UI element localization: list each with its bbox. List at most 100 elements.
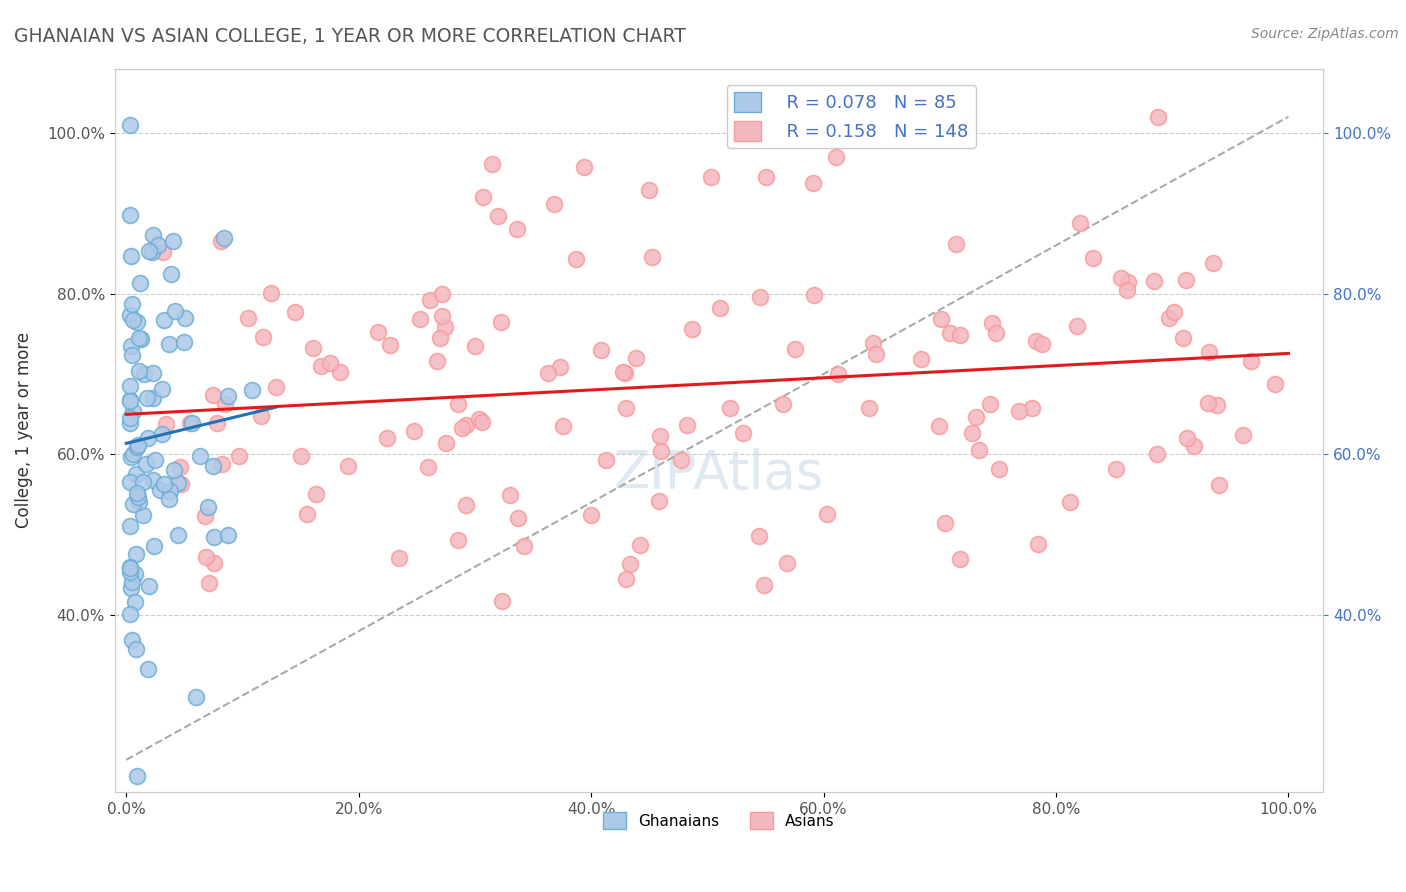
Point bbox=[506, 222, 529, 236]
Point bbox=[301, 341, 323, 355]
Point bbox=[336, 458, 359, 473]
Point bbox=[228, 450, 250, 464]
Point bbox=[127, 438, 149, 452]
Point bbox=[776, 557, 799, 571]
Point bbox=[801, 176, 824, 190]
Point bbox=[125, 467, 148, 481]
Point bbox=[149, 483, 172, 497]
Point bbox=[120, 339, 142, 353]
Point bbox=[166, 527, 188, 541]
Point bbox=[862, 335, 884, 350]
Point bbox=[553, 418, 575, 433]
Point bbox=[450, 421, 472, 435]
Point bbox=[749, 290, 772, 304]
Point bbox=[638, 183, 661, 197]
Point bbox=[648, 493, 671, 508]
Point bbox=[481, 157, 503, 171]
Point bbox=[124, 566, 146, 581]
Point bbox=[988, 462, 1011, 476]
Point bbox=[626, 351, 648, 365]
Point bbox=[446, 397, 468, 411]
Point bbox=[748, 529, 770, 543]
Point bbox=[619, 557, 641, 571]
Point bbox=[468, 411, 491, 425]
Point bbox=[157, 336, 180, 351]
Point bbox=[121, 348, 143, 362]
Point bbox=[543, 197, 565, 211]
Point bbox=[404, 425, 426, 439]
Point bbox=[1105, 462, 1128, 476]
Point bbox=[118, 411, 141, 425]
Point bbox=[1143, 274, 1166, 288]
Point bbox=[548, 360, 571, 375]
Point bbox=[709, 301, 731, 315]
Point bbox=[681, 321, 703, 335]
Point bbox=[628, 538, 651, 552]
Point bbox=[121, 313, 143, 327]
Point bbox=[198, 575, 221, 590]
Point bbox=[118, 607, 141, 621]
Point bbox=[419, 293, 441, 307]
Point bbox=[184, 690, 207, 705]
Point bbox=[1182, 439, 1205, 453]
Point bbox=[136, 661, 159, 675]
Point bbox=[118, 208, 141, 222]
Point bbox=[367, 325, 389, 339]
Point bbox=[159, 483, 181, 498]
Point bbox=[1206, 398, 1229, 412]
Point bbox=[910, 352, 932, 367]
Point bbox=[429, 331, 451, 345]
Point bbox=[132, 367, 155, 381]
Point bbox=[217, 528, 239, 542]
Point bbox=[785, 342, 807, 356]
Point bbox=[125, 315, 148, 329]
Point bbox=[329, 365, 352, 379]
Point bbox=[426, 354, 449, 368]
Point bbox=[595, 453, 617, 467]
Point bbox=[143, 452, 166, 467]
Point bbox=[201, 458, 224, 473]
Point bbox=[138, 244, 160, 259]
Point bbox=[125, 486, 148, 500]
Point bbox=[614, 366, 637, 380]
Point bbox=[1059, 495, 1081, 509]
Point bbox=[858, 401, 880, 415]
Point bbox=[128, 276, 150, 290]
Point bbox=[118, 417, 141, 431]
Point bbox=[118, 560, 141, 574]
Point bbox=[142, 367, 165, 381]
Point bbox=[754, 578, 776, 592]
Point bbox=[120, 249, 142, 263]
Point bbox=[537, 366, 560, 380]
Point bbox=[700, 169, 723, 184]
Point bbox=[252, 330, 274, 344]
Point bbox=[214, 397, 236, 411]
Point bbox=[290, 449, 312, 463]
Point bbox=[319, 356, 342, 370]
Point bbox=[456, 418, 478, 433]
Point bbox=[1146, 447, 1168, 461]
Point bbox=[409, 311, 432, 326]
Point bbox=[486, 209, 509, 223]
Point bbox=[980, 316, 1002, 330]
Point bbox=[433, 319, 456, 334]
Point bbox=[641, 251, 664, 265]
Point bbox=[755, 170, 778, 185]
Point bbox=[498, 488, 520, 502]
Point bbox=[825, 150, 848, 164]
Point bbox=[1116, 276, 1139, 290]
Point bbox=[803, 288, 825, 302]
Point bbox=[125, 547, 148, 561]
Point bbox=[491, 315, 513, 329]
Point bbox=[815, 507, 838, 521]
Point bbox=[209, 234, 232, 248]
Point bbox=[928, 419, 950, 434]
Point bbox=[120, 450, 142, 465]
Point bbox=[141, 244, 163, 259]
Point bbox=[155, 417, 177, 431]
Point bbox=[250, 409, 273, 423]
Point bbox=[1066, 318, 1088, 333]
Point bbox=[146, 238, 169, 252]
Point bbox=[1197, 396, 1219, 410]
Point bbox=[1240, 354, 1263, 368]
